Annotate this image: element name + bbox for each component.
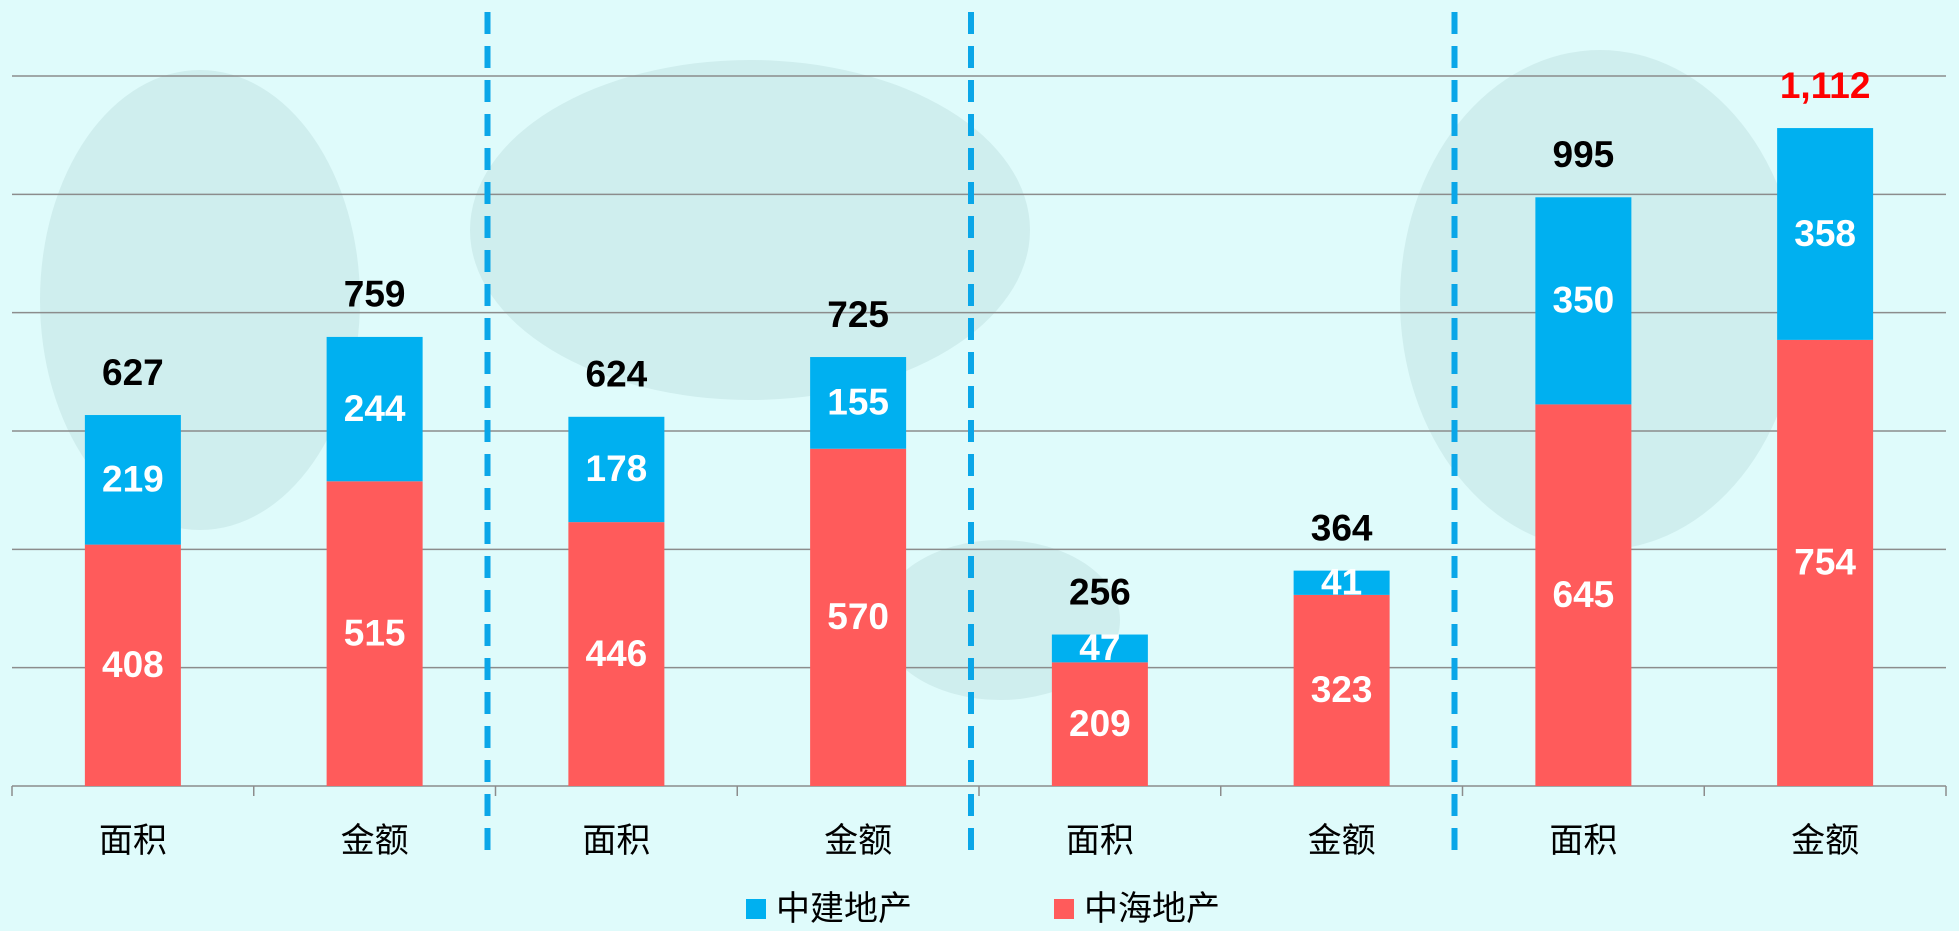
- bar-segment: [810, 357, 907, 449]
- segment-label: 645: [1553, 574, 1615, 615]
- bar-segment: [326, 481, 423, 786]
- total-label: 256: [1069, 571, 1131, 612]
- x-tick-label: 面积: [99, 822, 167, 860]
- bar-segment: [1535, 404, 1632, 786]
- map-decoration: [40, 50, 1800, 700]
- total-label: 995: [1553, 134, 1615, 175]
- x-tick-label: 面积: [1066, 822, 1134, 860]
- bar-segment: [84, 415, 181, 545]
- segment-label: 515: [344, 612, 406, 653]
- bar-segment: [1293, 570, 1390, 595]
- segment-label: 323: [1311, 669, 1373, 710]
- bar-segment: [568, 522, 665, 786]
- bar-segment: [84, 544, 181, 786]
- total-label: 624: [586, 354, 648, 395]
- total-label: 627: [102, 352, 164, 393]
- bar-segment: [1535, 197, 1632, 405]
- segment-label: 358: [1794, 213, 1856, 254]
- continent: [470, 60, 1030, 400]
- segment-label: 178: [586, 448, 648, 489]
- bar-segment: [1051, 634, 1148, 663]
- segment-label: 350: [1553, 280, 1615, 321]
- bar-segment: [1293, 594, 1390, 786]
- x-tick-label: 面积: [582, 822, 650, 860]
- total-label: 759: [344, 274, 406, 315]
- x-tick-label: 金额: [341, 822, 409, 860]
- legend-swatch: [1054, 899, 1074, 919]
- segment-label: 754: [1794, 542, 1856, 583]
- x-tick-label: 金额: [1308, 822, 1376, 860]
- legend-label: 中海地产: [1084, 890, 1220, 928]
- x-tick-label: 金额: [824, 822, 892, 860]
- bar-segment: [568, 416, 665, 523]
- segment-label: 244: [344, 388, 406, 429]
- total-label: 364: [1311, 507, 1373, 548]
- legend-label: 中建地产: [776, 890, 912, 928]
- legend-swatch: [746, 899, 766, 919]
- segment-label: 41: [1321, 562, 1362, 603]
- segment-label: 209: [1069, 703, 1131, 744]
- segment-label: 570: [827, 596, 889, 637]
- total-label: 1,112: [1780, 65, 1871, 106]
- x-tick-label: 金额: [1791, 822, 1859, 860]
- x-tick-label: 面积: [1549, 822, 1617, 860]
- bar-segment: [1777, 128, 1874, 340]
- bar-segment: [1777, 339, 1874, 786]
- continent: [40, 70, 360, 530]
- total-label: 725: [827, 294, 889, 335]
- segment-label: 155: [827, 382, 889, 423]
- segment-label: 446: [586, 633, 648, 674]
- segment-label: 47: [1079, 627, 1120, 668]
- segment-label: 408: [102, 644, 164, 685]
- bar-segment: [810, 448, 907, 786]
- bar-segment: [1051, 662, 1148, 786]
- bar-segment: [326, 336, 423, 482]
- segment-label: 219: [102, 459, 164, 500]
